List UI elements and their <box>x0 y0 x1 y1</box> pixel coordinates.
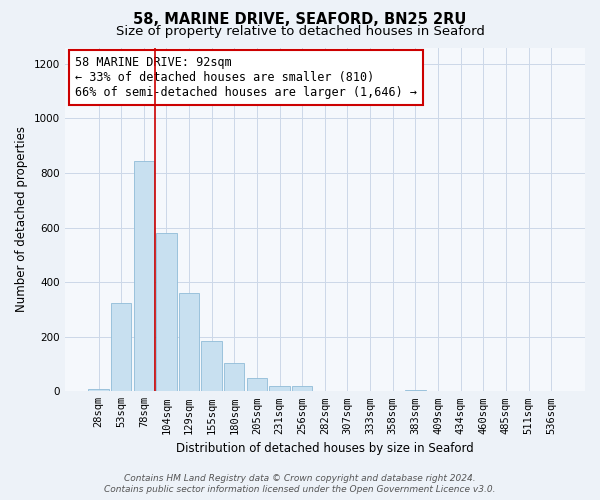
Bar <box>88 388 109 392</box>
Bar <box>156 233 176 392</box>
Text: 58, MARINE DRIVE, SEAFORD, BN25 2RU: 58, MARINE DRIVE, SEAFORD, BN25 2RU <box>133 12 467 28</box>
Bar <box>202 341 222 392</box>
Text: Size of property relative to detached houses in Seaford: Size of property relative to detached ho… <box>116 25 484 38</box>
Bar <box>405 390 425 392</box>
X-axis label: Distribution of detached houses by size in Seaford: Distribution of detached houses by size … <box>176 442 474 455</box>
Bar <box>111 302 131 392</box>
Y-axis label: Number of detached properties: Number of detached properties <box>15 126 28 312</box>
Bar <box>269 386 290 392</box>
Text: 58 MARINE DRIVE: 92sqm
← 33% of detached houses are smaller (810)
66% of semi-de: 58 MARINE DRIVE: 92sqm ← 33% of detached… <box>75 56 417 99</box>
Text: Contains HM Land Registry data © Crown copyright and database right 2024.
Contai: Contains HM Land Registry data © Crown c… <box>104 474 496 494</box>
Bar <box>134 160 154 392</box>
Bar <box>292 386 313 392</box>
Bar <box>179 293 199 392</box>
Bar <box>247 378 267 392</box>
Bar <box>224 362 244 392</box>
